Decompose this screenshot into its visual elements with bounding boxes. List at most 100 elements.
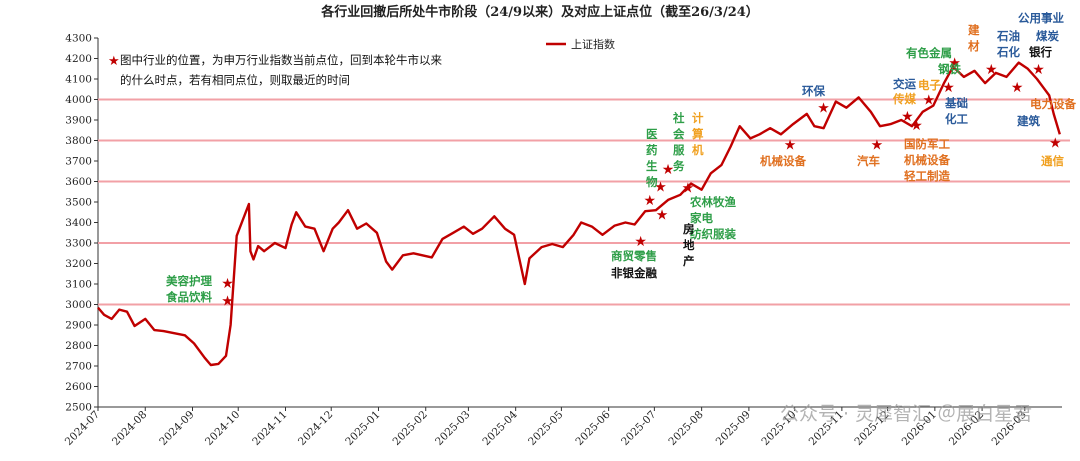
x-tick-label: 2025-03 [433, 409, 472, 448]
star-mark-icon: ★ [644, 193, 657, 209]
annotation-label: 产 [683, 254, 695, 268]
annotation-label: 务 [673, 159, 685, 173]
y-tick-label: 3300 [65, 238, 92, 250]
annotation-label: 煤炭 [1036, 29, 1059, 43]
x-tick-label: 2025-09 [714, 409, 753, 448]
annotation-label: 机 [692, 143, 704, 157]
annotation-label: 石油 [996, 29, 1020, 43]
star-mark-icon: ★ [221, 276, 234, 292]
x-tick-label: 2024-11 [250, 409, 289, 448]
star-mark-icon: ★ [1049, 136, 1062, 152]
annotation-label: 轻工制造 [904, 169, 950, 183]
annotation-label: 公用事业 [1018, 11, 1064, 25]
annotation-label: 纺织服装 [690, 227, 736, 241]
x-tick-label: 2024-08 [110, 409, 149, 448]
annotation-label: 医 [646, 127, 658, 141]
annotation-label: 计 [692, 111, 704, 125]
annotation-label: 服 [673, 143, 685, 157]
annotation-label: 环保 [802, 84, 825, 98]
annotation-label: 银行 [1029, 45, 1052, 59]
annotation-label: 电力设备 [1030, 97, 1076, 111]
x-tick-label: 2024-07 [63, 409, 102, 448]
x-tick-label: 2025-01 [343, 409, 382, 448]
y-tick-label: 3800 [65, 135, 92, 147]
y-tick-label: 3900 [65, 115, 92, 127]
y-tick-label: 3500 [65, 197, 92, 209]
annotation-label: 算 [691, 127, 704, 141]
y-tick-label: 4300 [65, 33, 92, 45]
star-mark-icon: ★ [871, 138, 884, 154]
y-tick-label: 2900 [65, 320, 92, 332]
marks-layer: ★★★★★★★★★★★★★★★★ ★ ★★★ [221, 56, 1061, 310]
annotation-label: 汽车 [857, 154, 880, 168]
legend-label: 上证指数 [571, 37, 615, 51]
y-tick-label: 4200 [65, 53, 92, 65]
annotation-label: 基础 [944, 96, 968, 110]
star-mark-icon: ★ [922, 93, 935, 109]
annotation-label: 家电 [690, 211, 713, 225]
star-mark-icon: ★ [942, 80, 955, 96]
series-line-shanghai-index [97, 61, 1061, 367]
reference-lines [98, 98, 1070, 306]
note-star-icon: ★ [108, 54, 120, 69]
x-tick-label: 2025-04 [480, 408, 520, 448]
annotation-label: 通信 [1041, 154, 1064, 168]
annotation-label: 化工 [945, 112, 968, 126]
annotation-label: 有色金属 [906, 46, 952, 60]
x-tick-label: 2025-02 [391, 409, 430, 448]
y-tick-label: 4000 [65, 94, 92, 106]
annotation-label: 农林牧渔 [689, 195, 736, 209]
annotation-label: 材 [968, 39, 980, 53]
watermark: 公众号 · 灵犀智汇 ＠展白星君 [780, 403, 1032, 425]
annotation-label: 电子 [918, 78, 941, 92]
star-mark-icon: ★ [221, 293, 234, 309]
star-mark-icon: ★ [1032, 62, 1045, 78]
annotation-label: 建筑 [1017, 114, 1040, 128]
x-tick-label: 2024-12 [296, 409, 335, 448]
annotation-label: 生 [646, 159, 658, 173]
star-mark-icon: ★ [634, 234, 647, 250]
star-mark-icon: ★ [682, 181, 695, 197]
star-mark-icon: ★ [656, 207, 669, 223]
y-tick-label: 3600 [65, 176, 92, 188]
y-tick-label: 3100 [65, 279, 92, 291]
annotation-label: 会 [672, 127, 685, 141]
x-tick-label: 2025-05 [526, 409, 565, 448]
x-tick-label: 2025-07 [619, 409, 658, 448]
star-mark-icon: ★ [817, 101, 830, 117]
x-tick-label: 2025-06 [573, 408, 613, 448]
annotation-label: 传媒 [892, 92, 916, 106]
note-text: 图中行业的位置，为申万行业指数当前点位，回到本轮牛市以来 的什么时点，若有相同点… [108, 53, 442, 87]
note-line-2: 的什么时点，若有相同点位，则取最近的时间 [120, 73, 350, 87]
annotation-label: 食品饮料 [166, 290, 212, 304]
star-mark-icon: ★ [910, 118, 923, 134]
note-line-1: 图中行业的位置，为申万行业指数当前点位，回到本轮牛市以来 [120, 53, 442, 67]
annotation-label: 商贸零售 [611, 249, 657, 263]
annotation-label: 机械设备 [904, 153, 950, 167]
y-tick-label: 3400 [65, 217, 92, 229]
annotation-label: 社 [672, 111, 685, 125]
annotation-label: 房 [683, 222, 695, 236]
star-mark-icon: ★ [654, 180, 667, 196]
star-mark-icon: ★ [985, 62, 998, 78]
star-mark-icon: ★ [784, 138, 797, 154]
annotation-label: 地 [683, 238, 695, 252]
annotation-label: 钢铁 [938, 62, 961, 76]
annotation-label: 非银金融 [611, 266, 657, 280]
y-tick-label: 3700 [65, 156, 92, 168]
x-tick-label: 2024-09 [157, 409, 196, 448]
annotation-label: 建 [968, 23, 980, 37]
y-tick-label: 2700 [65, 361, 92, 373]
annotation-label: 物 [646, 175, 658, 189]
y-tick-label: 3200 [65, 258, 92, 270]
x-tick-label: 2025-08 [666, 409, 705, 448]
y-tick-label: 2800 [65, 340, 92, 352]
x-tick-label: 2024-10 [203, 409, 242, 448]
annotation-label: 美容护理 [166, 274, 212, 288]
legend: 上证指数 [546, 37, 615, 51]
chart-title: 各行业回撤后所处牛市阶段（24/9以来）及对应上证点位（截至26/3/24） [320, 4, 759, 20]
annotation-label: 机械设备 [760, 154, 806, 168]
star-mark-icon: ★ [1011, 80, 1024, 96]
